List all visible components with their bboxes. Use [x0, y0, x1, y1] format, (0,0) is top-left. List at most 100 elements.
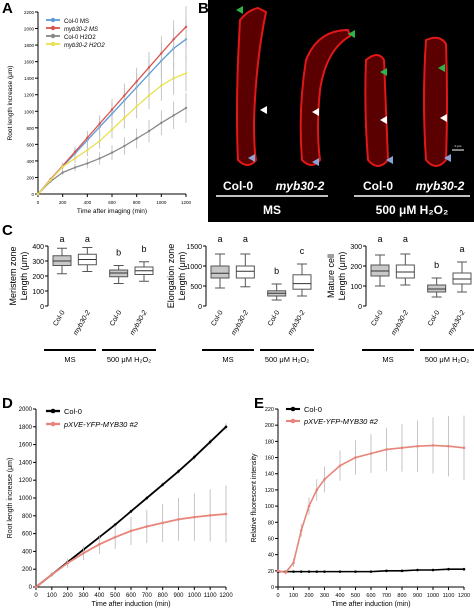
y-tick-label: 200 [32, 274, 44, 281]
legend-marker [50, 25, 56, 31]
y-tick-label: 60 [268, 536, 274, 542]
data-point [431, 568, 435, 572]
data-point [123, 94, 126, 97]
data-point [73, 150, 77, 154]
data-point [160, 121, 163, 125]
data-point [123, 144, 126, 148]
x-tick-label: 100 [47, 593, 58, 599]
green-arrow-icon [348, 30, 355, 38]
x-tick-label: 600 [126, 593, 137, 599]
blue-arrow-icon [386, 156, 393, 164]
data-point [86, 148, 89, 152]
y-tick-label: 0 [198, 304, 202, 311]
data-point [184, 72, 188, 75]
y-tick-label: 120 [265, 488, 274, 494]
significance-letter: a [243, 234, 248, 244]
data-point [299, 529, 303, 532]
data-point [160, 52, 163, 55]
y-tick-label: 0 [29, 585, 33, 591]
data-point [177, 518, 180, 521]
legend-label: pXVE-YFP-MYB30 #2 [63, 420, 139, 429]
y-tick-label: 1500 [186, 244, 202, 251]
y-tick-label: 1000 [186, 264, 202, 271]
y-tick-label: 1400 [24, 76, 35, 81]
y-tick-label: 160 [265, 456, 274, 462]
data-point [73, 166, 77, 169]
blue-arrow-icon [248, 154, 255, 162]
panel-letter-e: E [254, 395, 265, 412]
data-point [307, 570, 311, 573]
series-line-1 [277, 444, 465, 574]
legend-label: Col-0 MS [64, 19, 89, 25]
x-tick-label: 800 [133, 200, 141, 205]
x-tick-label: 900 [173, 593, 184, 599]
genotype-label: myb30-2 [276, 179, 325, 193]
green-arrow-icon [438, 64, 445, 72]
x-tick-label: 200 [63, 593, 74, 599]
root-image-3 [423, 36, 448, 167]
y-tick-label: 800 [26, 126, 34, 131]
significance-letter: b [434, 260, 439, 270]
legend-marker [50, 41, 56, 47]
group-label: MS [382, 355, 393, 364]
data-point [86, 136, 89, 139]
x-tick-label: 1000 [188, 593, 202, 599]
y-tick-label: 1800 [24, 43, 35, 48]
y-tick-label: 180 [265, 439, 274, 445]
blue-arrow-icon [312, 158, 319, 166]
data-point [61, 165, 64, 168]
x-tick-label: 400 [94, 593, 105, 599]
y-tick-label: 100 [350, 284, 362, 291]
data-point [129, 510, 133, 513]
y-tick-label: 1000 [24, 109, 35, 114]
y-axis-label: Root length increase (μm) [7, 66, 14, 141]
y-axis-label: Relative fluorescent intensity [251, 453, 258, 543]
genotype-tick-label: myb30-2 [447, 309, 467, 336]
legend-label: pXVE-YFP-MYB30 #2 [303, 417, 379, 426]
significance-letter: a [59, 234, 64, 244]
data-point [34, 585, 38, 589]
genotype-tick-label: Col-0 [109, 309, 123, 327]
panel-d-chart: 0 200 400 600 800 1000 1200 1400 1600 1800 2000 0 10… [7, 407, 233, 608]
legend-label: Col-0 [304, 405, 322, 414]
y-tick-label: 200 [265, 423, 274, 429]
series-line-0 [35, 426, 227, 588]
data-point [135, 80, 138, 83]
data-point [113, 535, 117, 539]
data-point [172, 114, 175, 117]
white-arrow-icon [312, 108, 319, 116]
series-line-0 [278, 568, 464, 573]
y-tick-label: 20 [268, 569, 274, 575]
y-tick-label: 100 [265, 504, 274, 510]
root-image-1 [299, 28, 352, 166]
x-tick-label: 700 [142, 593, 153, 599]
y-tick-label: 500 [190, 284, 202, 291]
data-point [110, 128, 114, 131]
legend-label: myb30-2 H2O2 [64, 43, 105, 49]
x-tick-label: 1000 [156, 200, 167, 205]
scale-bar-label: 0 μm [455, 144, 462, 148]
significance-letter: c [300, 246, 305, 256]
box [210, 265, 230, 279]
data-point [400, 446, 404, 450]
data-point [299, 570, 303, 573]
genotype-label: Col-0 [223, 179, 253, 193]
significance-letter: a [377, 234, 382, 244]
x-tick-label: 0 [37, 200, 40, 205]
x-tick-label: 1100 [443, 593, 455, 599]
data-point [462, 567, 466, 571]
data-point [49, 179, 52, 182]
genotype-tick-label: myb30-2 [230, 309, 250, 336]
data-point [147, 129, 151, 133]
data-point [172, 76, 175, 80]
legend-label: Col-0 [64, 407, 82, 416]
y-tick-label: 600 [22, 532, 33, 538]
data-point [284, 571, 288, 574]
genotype-tick-label: Col-0 [210, 309, 224, 327]
y-tick-label: 300 [32, 259, 44, 266]
data-point [385, 448, 388, 451]
data-point [323, 570, 326, 573]
group-label: MS [64, 355, 75, 364]
significance-letter: a [459, 244, 464, 254]
genotype-tick-label: myb30-2 [129, 309, 149, 336]
